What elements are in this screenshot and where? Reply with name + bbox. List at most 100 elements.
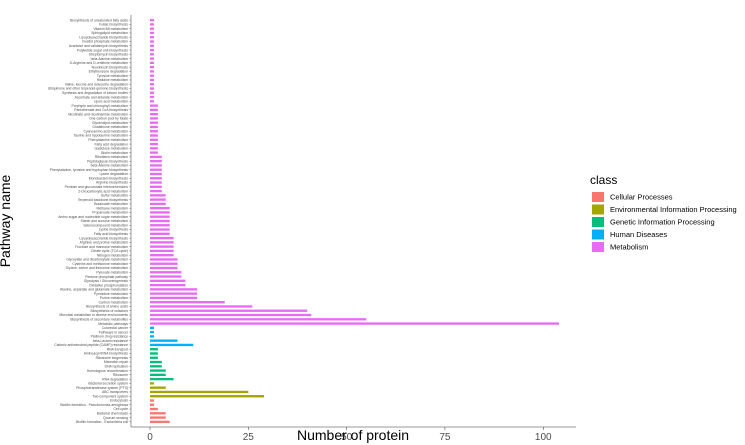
bar	[150, 395, 265, 398]
bar	[150, 335, 154, 338]
category-label: Glyoxylate and dicarboxylate metabolism	[66, 258, 128, 262]
x-ticks: 0 25 50 75 100	[147, 427, 552, 443]
bar	[150, 309, 308, 312]
category-label: Riboflavin metabolism	[95, 155, 128, 159]
category-label: Endocytosis	[110, 399, 129, 403]
bar	[150, 271, 182, 274]
bar	[150, 100, 154, 103]
bar	[150, 399, 154, 402]
category-label: Ribosome	[113, 373, 128, 377]
bar	[150, 138, 158, 141]
bar	[150, 61, 154, 65]
category-label: DNA replication	[105, 365, 128, 369]
bar	[150, 134, 158, 137]
category-label: Colorectal cancer	[102, 326, 129, 330]
bar	[150, 95, 154, 99]
bar	[150, 121, 158, 124]
bar	[150, 168, 162, 171]
category-label: Valine, leucine and isoleucine degradati…	[65, 82, 128, 86]
plot-panel	[131, 15, 576, 427]
bar	[150, 108, 158, 112]
bar	[150, 390, 249, 394]
category-label: Pentose and glucuronate interconversions	[65, 185, 129, 189]
bar	[150, 407, 158, 411]
bar	[150, 172, 162, 176]
bar	[150, 194, 166, 197]
bar	[150, 112, 158, 116]
category-label: Peptidoglycan biosynthesis	[87, 159, 128, 163]
bar	[150, 330, 154, 334]
bar	[150, 27, 154, 30]
category-label: RNA degradation	[102, 377, 128, 381]
category-label: One carbon pool by folate	[89, 117, 128, 121]
category-label: Fructose and mannose metabolism	[75, 245, 128, 249]
bar	[150, 57, 154, 60]
bar	[150, 215, 170, 218]
bar	[150, 211, 170, 214]
category-label: Glutathione metabolism	[92, 125, 128, 129]
category-label: beta-Alanine metabolism	[91, 57, 128, 61]
x-tick-label: 100	[535, 432, 552, 443]
bar	[150, 292, 198, 295]
bars-layer	[150, 18, 559, 424]
y-axis-title: Pathway name	[0, 174, 13, 267]
bar	[150, 275, 182, 278]
bar	[150, 232, 170, 235]
bar	[150, 356, 158, 359]
category-label: Biosynthesis of secondary metabolites	[70, 317, 128, 321]
bar	[150, 185, 162, 188]
bar	[150, 155, 162, 159]
category-label: Glycerolipid metabolism	[92, 121, 128, 125]
category-label: Amino sugar and nucleotide sugar metabol…	[58, 215, 128, 219]
bar	[150, 348, 158, 351]
category-label: Metabolic pathways	[98, 322, 128, 326]
category-label: RNA transport	[107, 347, 128, 351]
category-label: Polyketide sugar unit biosynthesis	[77, 48, 128, 52]
bar	[150, 224, 170, 227]
category-label: Biosynthesis of cofactors	[90, 309, 128, 313]
category-label: Propanoate metabolism	[92, 211, 128, 215]
bar	[150, 254, 174, 257]
category-label: Ethylbenzene degradation	[89, 70, 129, 74]
category-label: Microbial metabolism in diverse environm…	[59, 313, 128, 317]
bar	[150, 78, 154, 82]
category-label: D-Arginine and D-ornithine metabolism	[70, 61, 129, 65]
bar	[150, 74, 154, 77]
category-label: Pyrimidine metabolism	[94, 292, 128, 296]
bar	[150, 142, 158, 146]
category-label: Monobactam biosynthesis	[89, 176, 129, 180]
bar	[150, 241, 174, 244]
category-label: Biofilm formation - Escherichia coli	[76, 420, 128, 424]
bar	[150, 181, 162, 184]
category-label: Glycolysis / Gluconeogenesis	[84, 279, 129, 283]
category-label: Selenocompound metabolism	[83, 223, 128, 227]
category-label: Cyanoamino acid metabolism	[84, 129, 129, 133]
bar	[150, 412, 166, 415]
category-label: Terpenoid backbone biosynthesis	[78, 198, 128, 202]
category-label: Butanoate metabolism	[94, 202, 128, 206]
category-label: Quorum sensing	[103, 416, 128, 420]
x-tick-label: 75	[439, 432, 451, 443]
x-tick-label: 0	[147, 432, 153, 443]
bar	[150, 365, 162, 368]
category-label: Inositol phosphate metabolism	[82, 40, 128, 44]
category-label: Ascorbate and aldarate metabolism	[75, 95, 129, 99]
x-tick-label: 25	[243, 432, 255, 443]
bar	[150, 249, 174, 253]
legend-swatch	[592, 192, 604, 202]
bar	[150, 202, 166, 206]
category-label: Cysteine and methionine metabolism	[72, 262, 128, 266]
bar	[150, 305, 253, 308]
legend-label: Metabolism	[610, 243, 648, 252]
category-label: Histidine metabolism	[97, 78, 128, 82]
category-label: beta-Alanine metabolism	[91, 164, 128, 168]
category-label: Bacterial secretion system	[88, 382, 128, 386]
bar	[150, 288, 198, 291]
bar	[150, 318, 367, 321]
category-label: Streptomycin biosynthesis	[89, 53, 129, 57]
legend-label: Cellular Processes	[610, 193, 673, 202]
bar	[150, 236, 174, 240]
category-label: 2-Oxocarboxylic acid metabolism	[78, 189, 128, 193]
category-label: Sphingolipid metabolism	[91, 31, 128, 35]
